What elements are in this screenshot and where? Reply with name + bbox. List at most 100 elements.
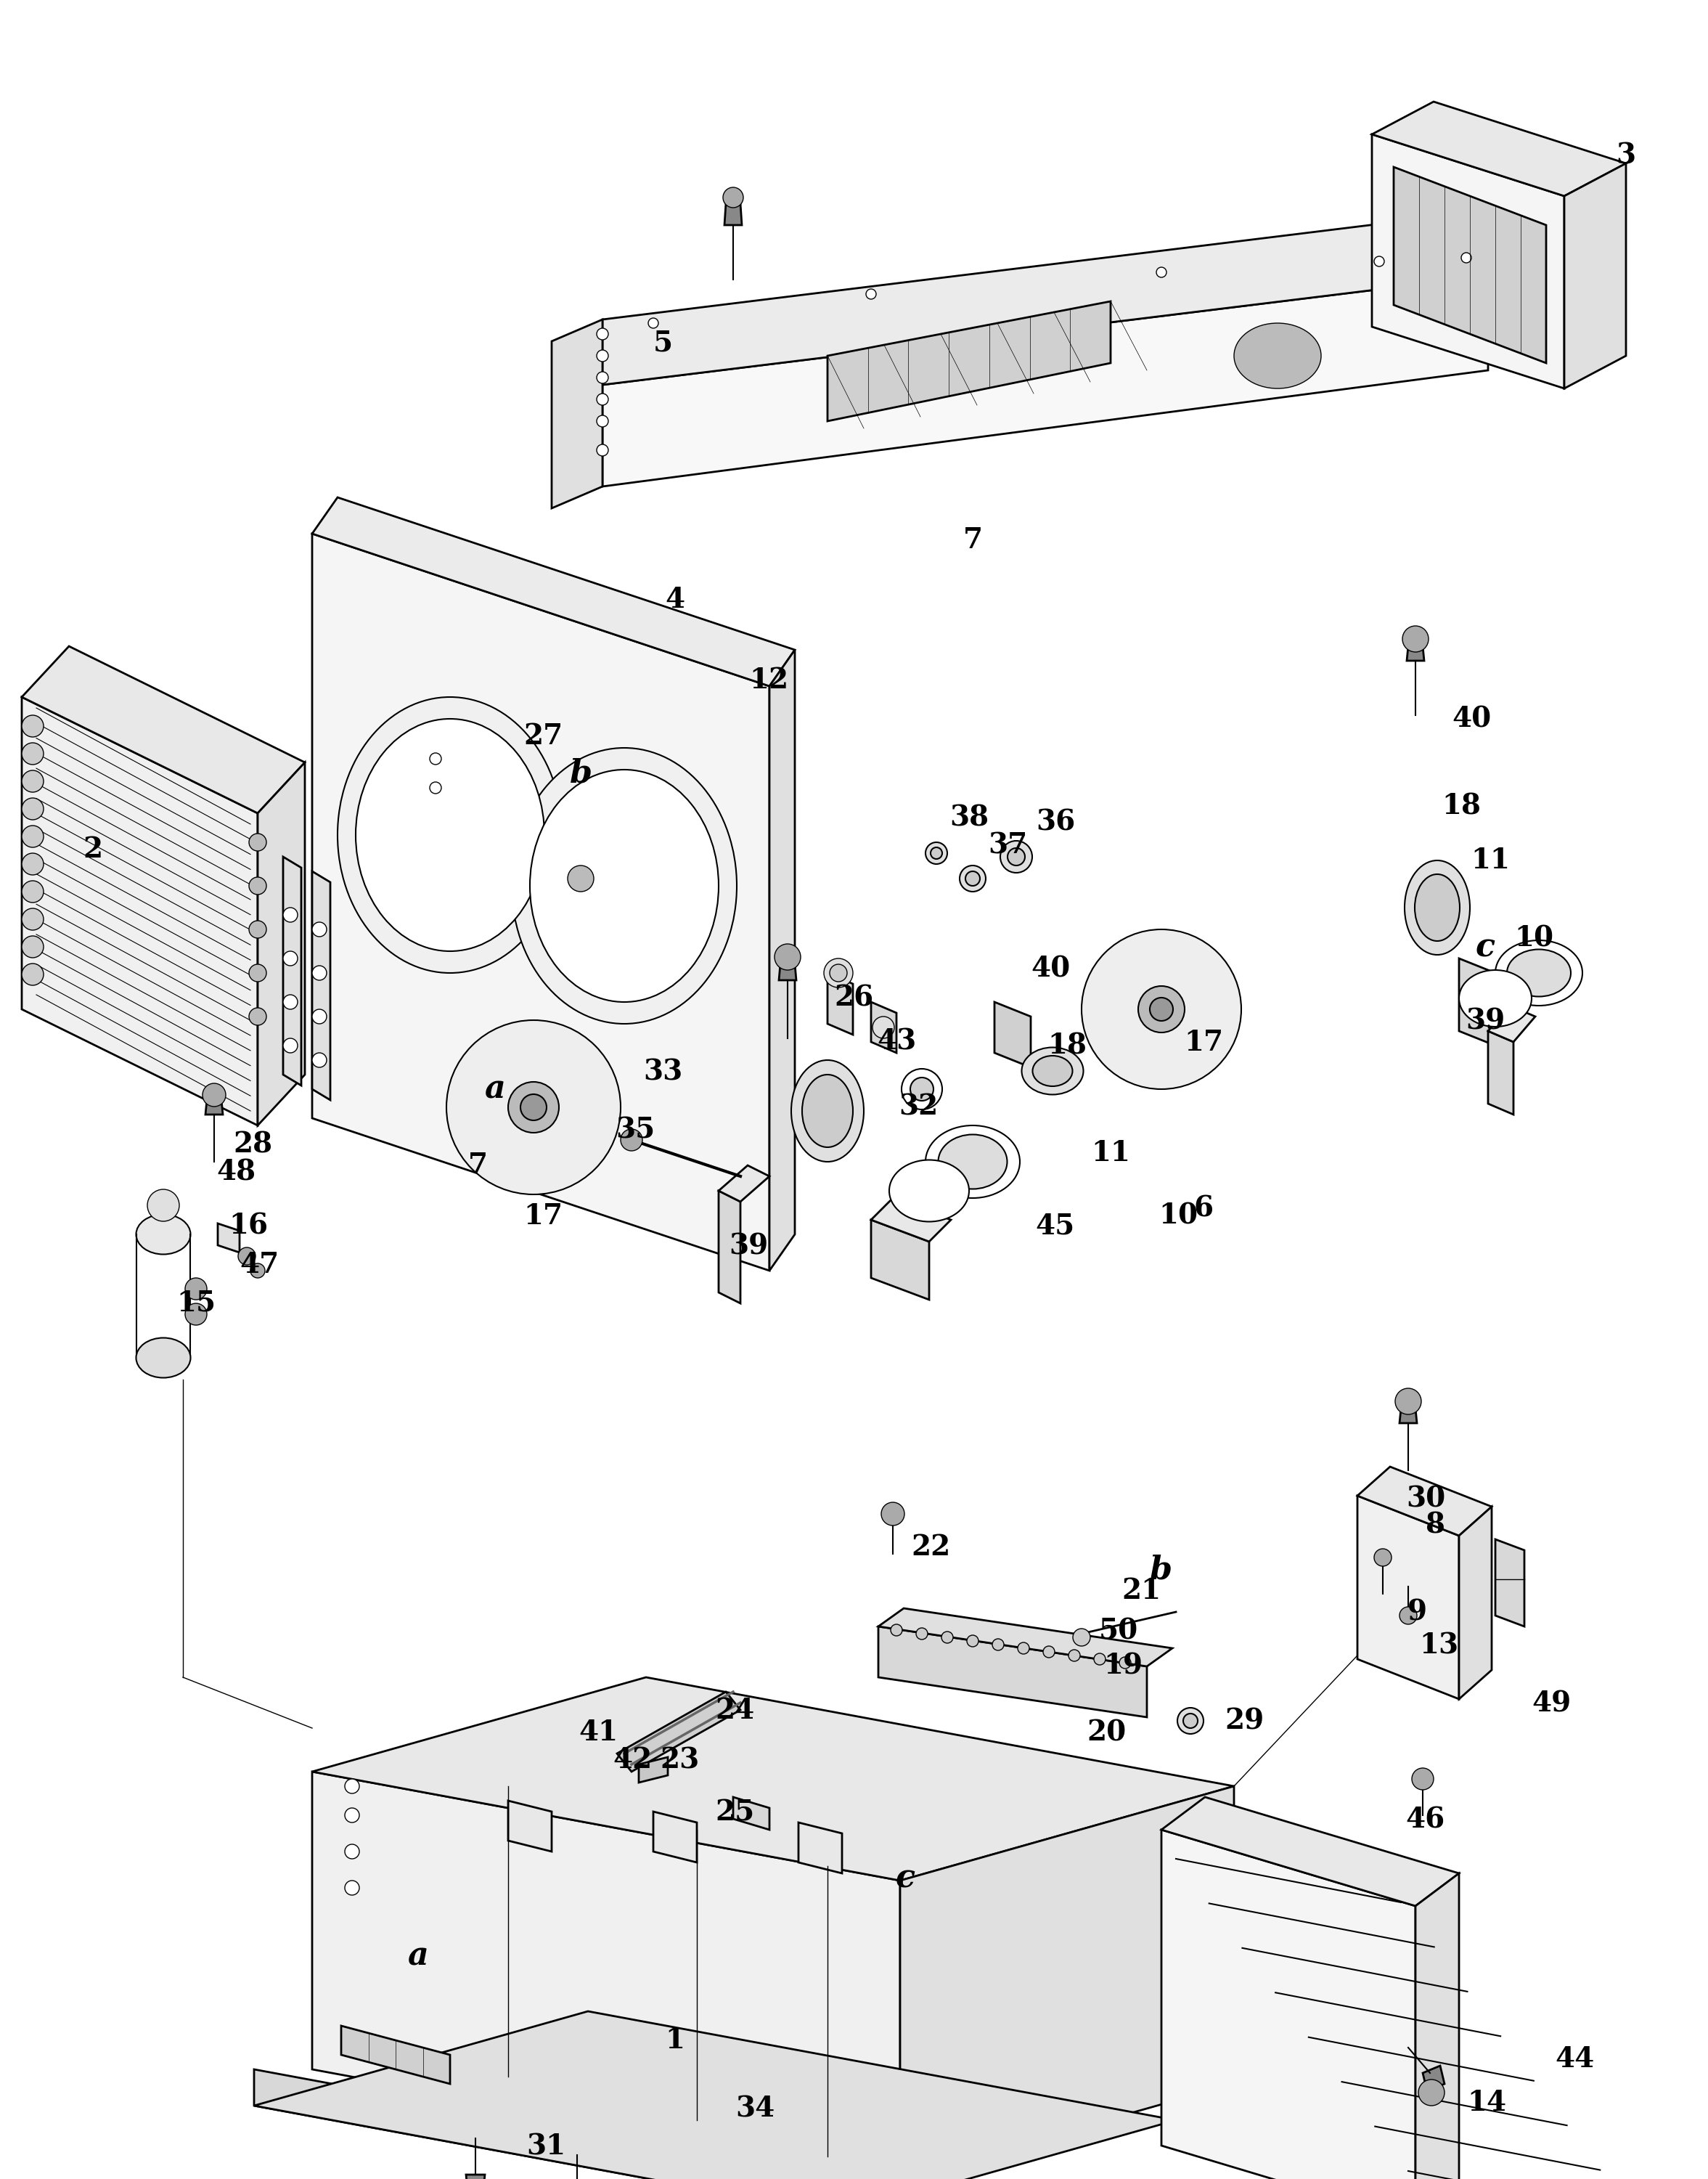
Text: 40: 40 [1452,706,1491,734]
Text: 14: 14 [1467,2090,1506,2116]
Circle shape [1044,1645,1056,1658]
Polygon shape [217,1222,239,1253]
Text: 18: 18 [1047,1033,1086,1059]
Circle shape [249,1009,266,1026]
Polygon shape [258,763,304,1124]
Ellipse shape [338,697,562,974]
Text: 16: 16 [229,1212,268,1240]
Circle shape [284,996,297,1009]
Text: 24: 24 [716,1697,755,1724]
Text: 39: 39 [1465,1007,1505,1035]
Polygon shape [507,1800,552,1852]
Circle shape [960,865,986,891]
Circle shape [249,835,266,852]
Circle shape [1395,1388,1421,1414]
Polygon shape [1161,1798,1459,1907]
Polygon shape [652,1811,697,1863]
Text: 25: 25 [716,1798,755,1826]
Text: 20: 20 [1086,1719,1126,1745]
Circle shape [1156,268,1167,277]
Circle shape [926,843,948,865]
Polygon shape [284,856,301,1085]
Polygon shape [1102,959,1167,1018]
Text: 4: 4 [664,586,685,614]
Text: c: c [1476,933,1494,963]
Text: 11: 11 [1471,848,1510,874]
Circle shape [830,965,847,983]
Circle shape [1081,930,1242,1090]
Text: 44: 44 [1556,2046,1595,2072]
Polygon shape [22,697,258,1124]
Text: 38: 38 [950,804,989,832]
Circle shape [1399,1606,1418,1623]
Text: 21: 21 [1122,1578,1161,1604]
Polygon shape [254,2070,842,2179]
Polygon shape [1151,946,1199,1013]
Circle shape [567,865,594,891]
Circle shape [941,1632,953,1643]
Text: 35: 35 [615,1116,654,1144]
Polygon shape [313,497,794,686]
Circle shape [774,944,801,970]
Circle shape [596,329,608,340]
Text: 11: 11 [1091,1140,1131,1166]
Circle shape [22,798,43,819]
Circle shape [1119,1656,1131,1669]
Circle shape [22,854,43,876]
Text: 41: 41 [579,1719,618,1745]
Circle shape [22,909,43,930]
Text: 39: 39 [729,1231,769,1259]
Text: 30: 30 [1406,1484,1445,1512]
Polygon shape [342,2026,449,2083]
Text: 32: 32 [898,1094,938,1120]
Circle shape [992,1639,1004,1650]
Circle shape [1184,1713,1197,1728]
Circle shape [902,1070,943,1109]
Circle shape [890,1623,902,1636]
Polygon shape [733,1798,769,1830]
Ellipse shape [938,1135,1008,1190]
Circle shape [866,290,876,299]
Text: 9: 9 [1407,1597,1426,1626]
Circle shape [1418,2079,1445,2105]
Text: 17: 17 [1184,1028,1223,1057]
Polygon shape [1488,1007,1535,1042]
Ellipse shape [791,1061,864,1161]
Circle shape [249,878,266,896]
Text: 47: 47 [241,1251,280,1279]
Polygon shape [1459,959,1494,1046]
Circle shape [22,743,43,765]
Circle shape [147,1190,179,1220]
Text: 17: 17 [523,1203,562,1229]
Circle shape [313,965,326,981]
Circle shape [596,416,608,427]
Circle shape [596,394,608,405]
Ellipse shape [355,719,545,952]
Polygon shape [1494,1538,1524,1626]
Polygon shape [313,534,769,1270]
Circle shape [873,1018,895,1039]
Text: 40: 40 [1032,957,1071,983]
Text: 26: 26 [834,985,873,1013]
Circle shape [22,826,43,848]
Polygon shape [827,974,852,1035]
Polygon shape [313,1678,1233,1880]
Text: 29: 29 [1225,1708,1264,1734]
Circle shape [1413,1767,1433,1789]
Polygon shape [1459,1506,1491,1700]
Polygon shape [313,872,330,1100]
Polygon shape [603,277,1488,486]
Ellipse shape [529,769,719,1002]
Circle shape [284,952,297,965]
Polygon shape [724,203,741,224]
Polygon shape [798,1822,842,1874]
Text: 5: 5 [652,329,673,357]
Polygon shape [878,1608,1172,1667]
Circle shape [649,318,658,329]
Polygon shape [254,2011,1175,2179]
Circle shape [823,959,852,987]
Polygon shape [779,965,796,981]
Polygon shape [1423,2066,1445,2092]
Circle shape [1375,257,1383,266]
Polygon shape [1394,168,1546,364]
